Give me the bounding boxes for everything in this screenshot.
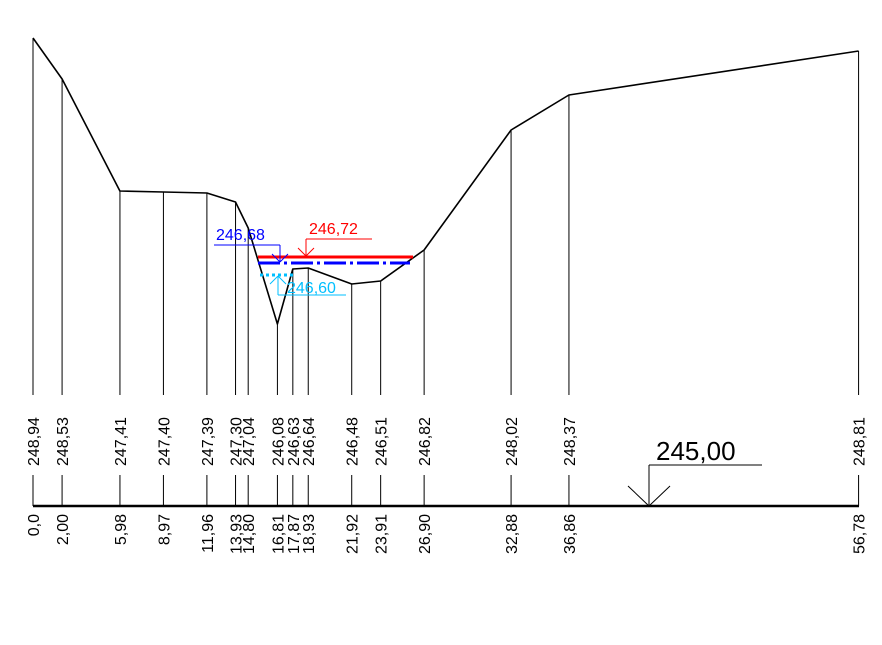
station-label: 14,80: [241, 514, 258, 554]
water-level-red-annotation: [297, 238, 372, 257]
elevation-label: 248,94: [26, 417, 43, 466]
station-label: 17,87: [286, 514, 303, 554]
elevation-label: 246,48: [345, 417, 362, 466]
water-level-blue-label: 246,68: [216, 227, 265, 244]
elevation-labels: 248,94 248,53 247,41 247,40 247,39 247,30247,…: [26, 417, 869, 466]
station-label: 0,0: [26, 514, 43, 536]
elevation-label: 247,39: [200, 417, 217, 466]
elevation-label: 246,64: [301, 417, 318, 466]
elevation-label: 248,02: [504, 417, 521, 466]
water-level-cyan-label: 246,60: [287, 280, 336, 297]
station-label: 5,98: [113, 514, 130, 545]
elevation-label: 247,30: [229, 417, 246, 466]
station-lines: [32, 38, 860, 506]
elevation-label: 247,04: [241, 417, 258, 466]
station-label: 2,00: [55, 514, 72, 545]
elevation-label: 248,53: [55, 417, 72, 466]
station-label: 18,93: [301, 514, 318, 554]
water-level-red-label: 246,72: [309, 221, 358, 238]
station-label: 8,97: [156, 514, 173, 545]
elevation-label: 248,81: [852, 417, 869, 466]
elevation-label: 246,63: [286, 417, 303, 466]
elevation-label: 247,41: [113, 417, 130, 466]
datum-label: 245,00: [656, 436, 736, 466]
elevation-label: 246,51: [374, 417, 391, 466]
station-label: 13,93: [229, 514, 246, 554]
elevation-label: 246,82: [417, 417, 434, 466]
station-label: 16,81: [270, 514, 287, 554]
terrain-profile-line: [32, 37, 859, 325]
station-label: 56,78: [852, 514, 869, 554]
station-label: 26,90: [417, 514, 434, 554]
station-label: 32,88: [504, 514, 521, 554]
station-label: 23,91: [374, 514, 391, 554]
water-level-blue-annotation: [214, 244, 289, 263]
station-label: 11,96: [200, 514, 217, 553]
station-label: 36,86: [562, 514, 579, 554]
elevation-label: 248,37: [562, 417, 579, 466]
station-label: 21,92: [345, 514, 362, 554]
water-level-cyan-annotation: [269, 275, 346, 296]
elevation-label: 247,40: [156, 417, 173, 466]
elevation-label: 246,08: [270, 417, 287, 466]
datum-marker: [627, 464, 762, 507]
